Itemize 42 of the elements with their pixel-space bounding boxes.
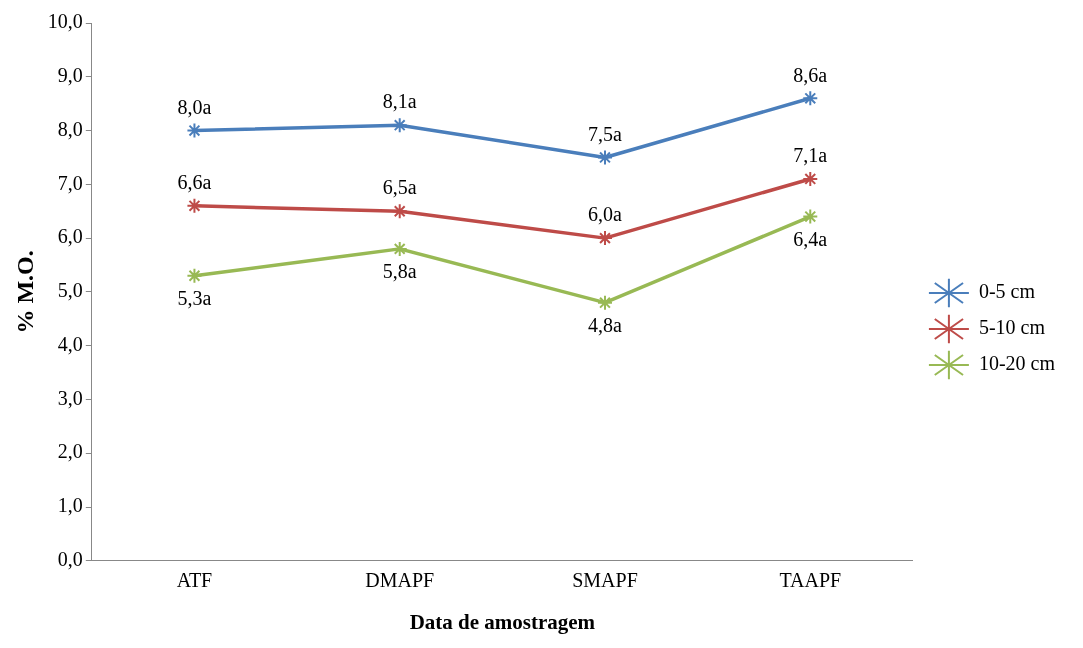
y-tick-label: 2,0 — [57, 440, 83, 463]
y-tick-label: 10,0 — [47, 10, 83, 33]
data-label: 4,8a — [588, 313, 623, 336]
point — [391, 240, 408, 257]
point — [802, 90, 819, 107]
legend-label: 5-10 cm — [978, 316, 1046, 339]
y-tick-label: 8,0 — [57, 117, 83, 140]
y-axis-title: % M.O. — [11, 250, 38, 334]
y-tick-label: 9,0 — [57, 64, 83, 87]
y-tick-label: 6,0 — [57, 225, 83, 248]
data-label: 6,6a — [177, 171, 212, 194]
y-tick-label: 0,0 — [57, 548, 83, 571]
point — [802, 208, 819, 225]
data-label: 6,5a — [382, 176, 417, 199]
data-label: 6,4a — [793, 227, 828, 250]
data-label: 8,1a — [382, 90, 417, 113]
y-tick-label: 3,0 — [57, 386, 83, 409]
point — [596, 230, 613, 247]
y-tick-label: 4,0 — [57, 332, 83, 355]
x-tick-label: TAAPF — [779, 569, 842, 592]
data-label: 7,1a — [793, 144, 828, 167]
data-label: 6,0a — [588, 203, 623, 226]
y-tick-label: 5,0 — [57, 279, 83, 302]
data-label: 5,8a — [382, 260, 417, 283]
data-label: 8,0a — [177, 95, 212, 118]
point — [186, 267, 203, 284]
point — [596, 294, 613, 311]
x-tick-label: SMAPF — [572, 569, 638, 592]
point — [186, 197, 203, 214]
data-label: 8,6a — [793, 63, 828, 86]
point — [391, 203, 408, 220]
x-tick-label: DMAPF — [365, 569, 435, 592]
x-axis-title: Data de amostragem — [409, 609, 596, 634]
legend-label: 10-20 cm — [978, 352, 1056, 375]
data-label: 7,5a — [588, 122, 623, 145]
legend-label: 0-5 cm — [978, 280, 1036, 303]
point — [802, 170, 819, 187]
y-tick-label: 1,0 — [57, 494, 83, 517]
point — [596, 149, 613, 166]
y-tick-label: 7,0 — [57, 171, 83, 194]
x-tick-label: ATF — [176, 569, 213, 592]
data-label: 5,3a — [177, 287, 212, 310]
